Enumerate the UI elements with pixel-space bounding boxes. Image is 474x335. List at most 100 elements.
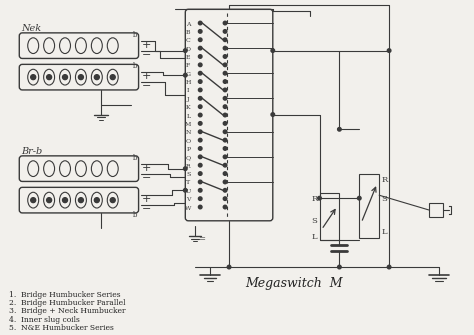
Text: S: S	[381, 195, 387, 203]
Text: 2.  Bridge Humbucker Parallel: 2. Bridge Humbucker Parallel	[9, 299, 126, 307]
Circle shape	[199, 163, 202, 167]
Circle shape	[199, 80, 202, 83]
Circle shape	[199, 96, 202, 100]
Text: E: E	[186, 55, 191, 60]
Text: +: +	[142, 194, 151, 204]
Text: Q: Q	[186, 155, 191, 160]
Circle shape	[223, 38, 227, 42]
Text: −: −	[142, 173, 151, 183]
Text: R: R	[381, 176, 387, 184]
Circle shape	[199, 172, 202, 175]
Circle shape	[223, 180, 227, 184]
Text: A: A	[186, 21, 191, 26]
Text: F: F	[186, 63, 191, 68]
Text: S: S	[311, 217, 318, 225]
Text: I: I	[187, 88, 190, 93]
Circle shape	[223, 105, 227, 109]
Circle shape	[223, 163, 227, 167]
Circle shape	[199, 105, 202, 109]
Circle shape	[199, 122, 202, 125]
Text: −: −	[142, 81, 151, 91]
Text: Megaswitch  M: Megaswitch M	[245, 277, 342, 290]
Text: H: H	[186, 80, 191, 85]
Circle shape	[223, 122, 227, 125]
Circle shape	[271, 113, 274, 116]
Text: b: b	[133, 31, 137, 39]
Text: +: +	[142, 71, 151, 81]
Circle shape	[199, 21, 202, 25]
Circle shape	[223, 155, 227, 158]
Circle shape	[183, 167, 187, 171]
Text: C: C	[186, 38, 191, 43]
Circle shape	[110, 198, 115, 203]
Circle shape	[387, 49, 391, 52]
Circle shape	[199, 29, 202, 33]
Circle shape	[199, 155, 202, 158]
Text: O: O	[186, 139, 191, 144]
Circle shape	[94, 198, 100, 203]
Text: T: T	[186, 181, 191, 185]
Text: b: b	[133, 211, 137, 219]
Circle shape	[63, 198, 67, 203]
Circle shape	[223, 55, 227, 58]
Bar	[359, 174, 379, 238]
Circle shape	[183, 73, 187, 77]
Text: +: +	[142, 40, 151, 50]
Text: +: +	[142, 163, 151, 173]
Circle shape	[78, 198, 83, 203]
Text: L: L	[311, 232, 317, 241]
Text: R: R	[186, 164, 191, 169]
Circle shape	[223, 113, 227, 117]
Text: 4.  Inner slug coils: 4. Inner slug coils	[9, 316, 80, 324]
Text: Br-b: Br-b	[21, 147, 43, 156]
Circle shape	[318, 196, 321, 200]
Circle shape	[110, 75, 115, 80]
Circle shape	[199, 113, 202, 117]
Text: M: M	[185, 122, 191, 127]
Circle shape	[357, 196, 361, 200]
Circle shape	[199, 38, 202, 42]
Circle shape	[223, 21, 227, 25]
Text: N: N	[186, 130, 191, 135]
Circle shape	[78, 75, 83, 80]
Circle shape	[271, 49, 274, 52]
Circle shape	[223, 46, 227, 50]
Circle shape	[337, 265, 341, 269]
Circle shape	[31, 198, 36, 203]
Text: W: W	[185, 205, 191, 210]
Circle shape	[94, 75, 100, 80]
Circle shape	[199, 130, 202, 134]
Circle shape	[31, 75, 36, 80]
Bar	[429, 203, 443, 217]
Circle shape	[387, 265, 391, 269]
Circle shape	[223, 197, 227, 200]
Text: −: −	[142, 50, 151, 60]
Circle shape	[183, 189, 187, 192]
Circle shape	[223, 88, 227, 92]
Text: −: −	[142, 204, 151, 214]
Text: S: S	[186, 172, 191, 177]
Circle shape	[223, 80, 227, 83]
Text: 3.  Bridge + Neck Humbucker: 3. Bridge + Neck Humbucker	[9, 308, 126, 315]
Text: L: L	[381, 228, 387, 236]
Circle shape	[46, 198, 52, 203]
Text: V: V	[186, 197, 191, 202]
Text: 1.  Bridge Humbucker Series: 1. Bridge Humbucker Series	[9, 291, 121, 299]
Circle shape	[223, 205, 227, 209]
Text: 5.  N&E Humbucker Series: 5. N&E Humbucker Series	[9, 324, 114, 332]
Text: J: J	[187, 97, 190, 102]
Bar	[319, 193, 339, 241]
Circle shape	[223, 147, 227, 150]
Circle shape	[183, 49, 187, 52]
Text: U: U	[186, 189, 191, 194]
Circle shape	[199, 88, 202, 92]
Circle shape	[223, 96, 227, 100]
Circle shape	[199, 138, 202, 142]
Text: =: =	[198, 236, 205, 244]
Circle shape	[223, 29, 227, 33]
Circle shape	[223, 189, 227, 192]
Text: L: L	[186, 114, 191, 119]
Circle shape	[223, 71, 227, 75]
Circle shape	[199, 71, 202, 75]
Circle shape	[227, 265, 231, 269]
